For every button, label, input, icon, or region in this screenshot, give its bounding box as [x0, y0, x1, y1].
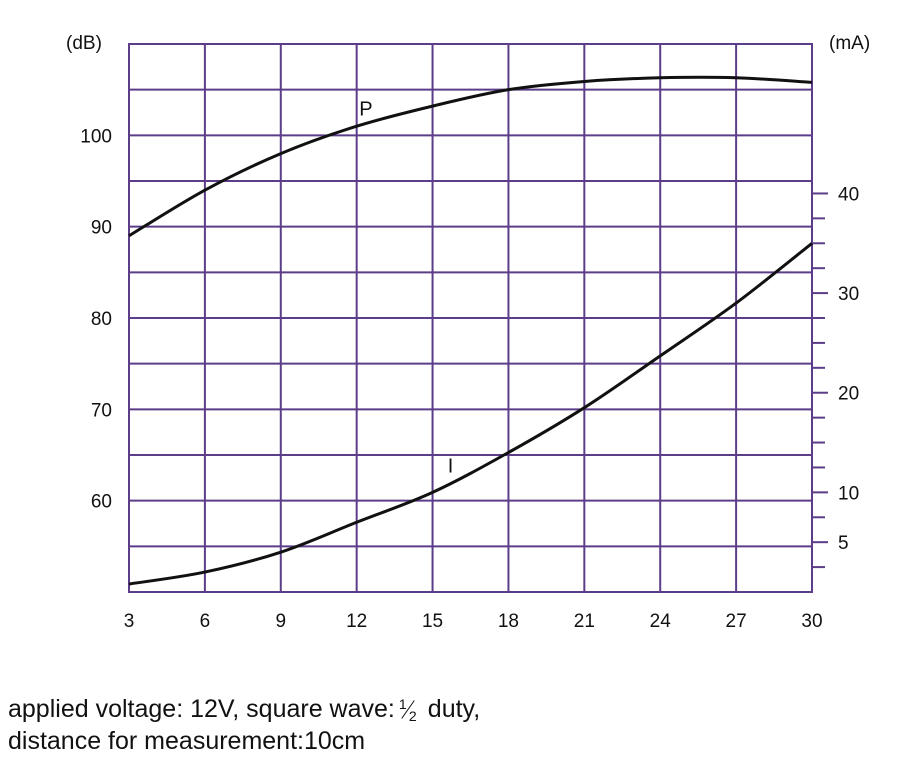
x-tick-label: 18 [498, 611, 519, 632]
x-tick-label: 27 [726, 611, 747, 632]
x-tick-label: 6 [200, 611, 211, 632]
x-tick-label: 9 [275, 611, 286, 632]
x-tick-label: 12 [346, 611, 367, 632]
caption-line2: distance for measurement:10cm [8, 727, 366, 755]
right-axis-unit: (mA) [829, 33, 870, 54]
left-y-tick-label: 70 [91, 400, 112, 421]
right-y-tick-label: 30 [838, 284, 859, 305]
x-tick-label: 3 [124, 611, 135, 632]
x-tick-label: 30 [801, 611, 822, 632]
series-P-label: P [359, 99, 372, 121]
tick-labels: 3 6 9 12 15 18 21 24 27 30 60 70 80 90 100 5 10 20 30 40 [80, 126, 859, 632]
caption-line1-start: applied voltage: 12V, square wave: [8, 695, 395, 723]
left-axis-unit: (dB) [66, 33, 102, 54]
right-y-tick-label: 10 [838, 483, 859, 504]
x-tick-label: 21 [574, 611, 595, 632]
left-y-tick-label: 60 [91, 492, 112, 513]
curves: PI [128, 75, 813, 586]
chart: PI 3 6 9 12 15 18 21 24 27 3060708090100510203040… [66, 33, 870, 632]
series-I-label: I [448, 455, 454, 477]
series-I-line [128, 242, 813, 586]
series-P-line [128, 75, 813, 238]
fraction-denominator: 2 [408, 708, 417, 724]
caption-line1-end: duty, [420, 695, 481, 723]
caption: applied voltage: 12V, square wave: 1 2 dut… [8, 694, 480, 724]
fraction-numerator: 1 [398, 696, 407, 712]
x-tick-label: 15 [422, 611, 443, 632]
right-y-tick-label: 5 [838, 533, 849, 554]
x-tick-label: 24 [650, 611, 672, 632]
right-y-tick-label: 40 [838, 184, 859, 205]
left-y-tick-label: 90 [91, 218, 112, 239]
grid [128, 43, 828, 593]
left-y-tick-label: 80 [91, 309, 112, 330]
left-y-tick-label: 100 [80, 126, 112, 147]
right-y-tick-label: 20 [838, 384, 859, 405]
